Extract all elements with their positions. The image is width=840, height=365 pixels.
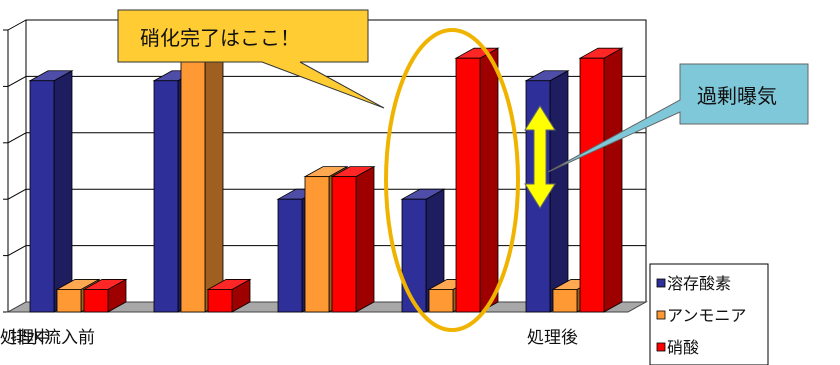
bar — [454, 47, 500, 313]
category-label: 排水流入前 — [10, 328, 95, 348]
legend-label: 溶存酸素 — [667, 274, 731, 293]
bar — [578, 47, 624, 313]
grid-diagonal — [7, 245, 27, 257]
bar-front — [455, 57, 481, 313]
legend-label: アンモニア — [667, 306, 746, 325]
bar-front — [83, 289, 109, 313]
bar-side — [53, 70, 73, 313]
bars — [28, 41, 624, 313]
bar-front — [29, 80, 55, 313]
bar-front — [579, 57, 605, 313]
bar-side — [355, 165, 375, 313]
callout-main-shape — [117, 9, 385, 109]
bar-side — [549, 70, 569, 313]
bar — [28, 70, 74, 313]
bar-front — [401, 198, 427, 313]
bar-side — [603, 47, 623, 313]
bar-side — [479, 47, 499, 313]
callout-main: 硝化完了はここ！ — [117, 9, 385, 109]
callout-side-shape — [547, 63, 809, 173]
bar — [179, 41, 225, 313]
bar-front — [56, 289, 82, 313]
highlight-ellipse — [384, 28, 520, 332]
bar-front — [180, 52, 206, 313]
callout-main-text: 硝化完了はここ！ — [140, 26, 300, 50]
bar-front — [153, 80, 179, 313]
grid-diagonal — [7, 75, 27, 87]
bar-front — [428, 289, 454, 313]
grid-diagonal — [7, 19, 27, 31]
grid-diagonal — [7, 188, 27, 200]
legend-swatch — [656, 310, 666, 320]
bar — [330, 165, 376, 313]
legend-label: 硝酸 — [667, 338, 699, 357]
category-label: 処理後 — [527, 328, 578, 348]
annotations: 硝化完了はここ！ 過剰曝気 — [117, 9, 809, 332]
callout-side: 過剰曝気 — [547, 63, 809, 173]
bar-front — [277, 198, 303, 313]
bar-front — [304, 176, 330, 313]
bar-front — [552, 289, 578, 313]
bar — [400, 188, 446, 313]
bar — [82, 278, 128, 313]
legend-swatch — [656, 342, 666, 352]
legend-swatch — [656, 278, 666, 288]
legend-box — [649, 263, 769, 365]
bar-side — [204, 41, 224, 313]
category-label: 処理中 — [0, 328, 51, 348]
bar-front — [331, 176, 357, 313]
double-arrow-icon — [524, 105, 556, 209]
grid-diagonal — [7, 132, 27, 144]
bar — [206, 278, 252, 313]
bar-front — [207, 289, 233, 313]
callout-side-text: 過剰曝気 — [697, 84, 777, 108]
